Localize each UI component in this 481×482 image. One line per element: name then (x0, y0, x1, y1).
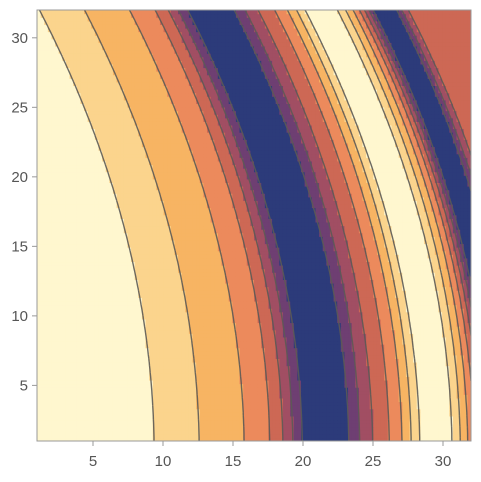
contour-line-7 (38, 10, 453, 441)
contour-line-5 (128, 10, 469, 441)
y-tick-label: 5 (20, 377, 28, 394)
x-tick-label: 30 (435, 453, 452, 470)
y-tick-label: 20 (11, 169, 28, 186)
y-tick-label: 30 (11, 30, 28, 47)
y-tick-label: 25 (11, 99, 28, 116)
contour-line-6 (83, 10, 461, 441)
contour-fill (37, 10, 471, 441)
x-tick-label: 25 (365, 453, 382, 470)
plot-frame (36, 9, 472, 442)
contour-line-4 (154, 10, 471, 441)
y-axis: 5 10 15 20 25 30 (11, 30, 37, 394)
contour-line-1 (187, 10, 471, 441)
x-tick-label: 15 (225, 453, 242, 470)
y-tick-label: 10 (11, 308, 28, 325)
x-axis: 5 10 15 20 25 30 (89, 441, 452, 470)
y-tick-label: 15 (11, 238, 28, 255)
x-tick-label: 5 (89, 453, 97, 470)
x-tick-label: 10 (155, 453, 172, 470)
contour-lines (38, 10, 471, 441)
contour-line-2 (177, 10, 471, 441)
contour-line-3 (167, 10, 471, 441)
x-tick-label: 20 (295, 453, 312, 470)
